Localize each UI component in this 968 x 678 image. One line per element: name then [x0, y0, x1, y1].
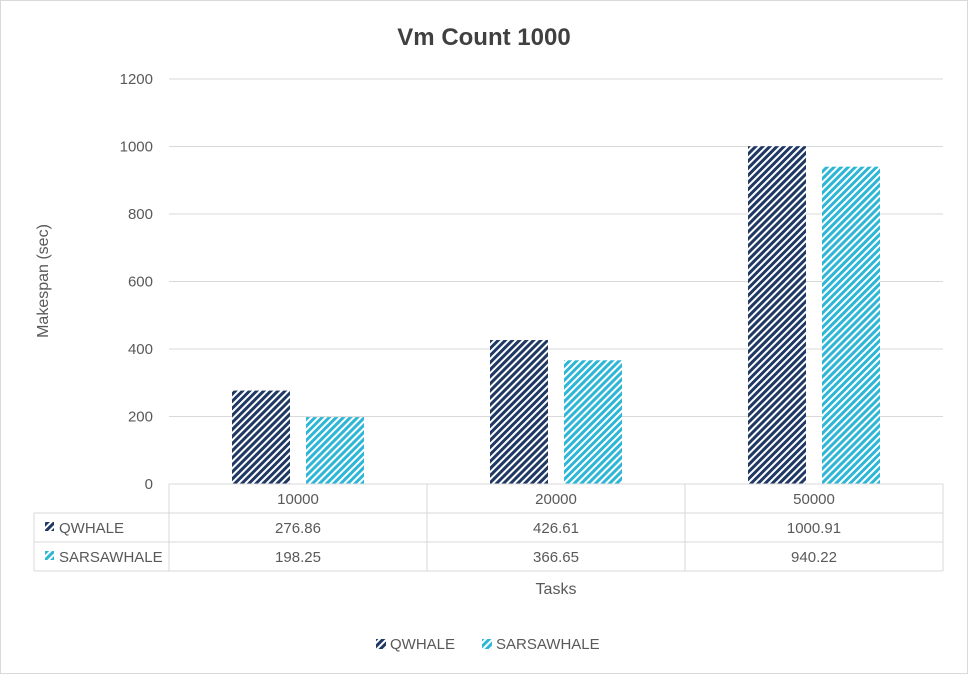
table-series-name: QWHALE: [59, 520, 124, 537]
legend-key-qwhale: [376, 639, 386, 649]
table-value: 426.61: [533, 520, 579, 537]
table-series-name: SARSAWHALE: [59, 549, 163, 566]
y-tick-label: 800: [128, 206, 153, 223]
y-tick-label: 1200: [120, 71, 153, 88]
legend-key-sarsawhale: [482, 639, 492, 649]
legend: QWHALE SARSAWHALE: [376, 636, 600, 653]
table-value: 366.65: [533, 549, 579, 566]
bar-qwhale-10000: [232, 390, 290, 484]
x-category-label: 10000: [277, 491, 319, 508]
y-tick-label: 200: [128, 409, 153, 426]
y-tick-label: 400: [128, 341, 153, 358]
y-tick-label: 600: [128, 274, 153, 291]
legend-label-qwhale: QWHALE: [390, 636, 455, 653]
bar-qwhale-50000: [748, 146, 806, 484]
table-value: 276.86: [275, 520, 321, 537]
gridlines: [169, 78, 943, 485]
y-tick-label: 1000: [120, 139, 153, 156]
table-value: 198.25: [275, 549, 321, 566]
y-tick-label: 0: [145, 476, 153, 493]
x-category-label: 50000: [793, 491, 835, 508]
table-value: 940.22: [791, 549, 837, 566]
x-category-label: 20000: [535, 491, 577, 508]
bar-sarsawhale-10000: [306, 417, 364, 484]
bar-sarsawhale-20000: [564, 360, 622, 484]
x-axis-title: Tasks: [536, 581, 577, 598]
bar-qwhale-20000: [490, 340, 548, 484]
table-value: 1000.91: [787, 520, 841, 537]
data-table: 10000 20000 50000 QWHALE 276.86 426.61 1000.91…: [33, 483, 944, 572]
y-axis-title: Makespan (sec): [35, 224, 52, 338]
legend-label-sarsawhale: SARSAWHALE: [496, 636, 600, 653]
bars: [232, 146, 880, 484]
table-legend-key: [45, 551, 54, 560]
y-axis-ticks: 0 200 400 600 800 1000 1200: [120, 71, 153, 493]
chart-title: Vm Count 1000: [397, 24, 570, 51]
table-legend-key: [45, 522, 54, 531]
bar-sarsawhale-50000: [822, 166, 880, 484]
